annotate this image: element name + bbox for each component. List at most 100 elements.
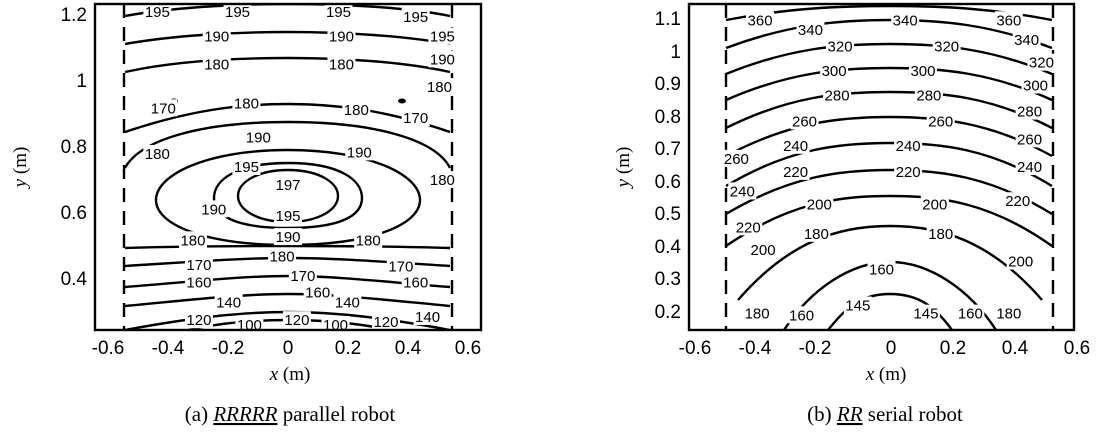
contour-level-label: 170 [403,110,428,127]
contour-level-label: 140 [216,294,241,311]
contour-level-label: 180 [928,226,953,243]
contour-level-label: 280 [916,87,941,104]
contour-level-label: 240 [730,183,755,200]
contour-label-background [891,11,920,29]
contour-label-background [867,260,896,278]
contour-label-background [820,61,849,79]
contour-level-label: 145 [913,306,938,323]
contour-level-label: 195 [234,159,259,176]
ytick-label-b: 0.5 [655,204,681,225]
contour-level-label: 240 [783,138,808,155]
contour-level-label: 220 [1005,193,1030,210]
contour-level-label: 120 [284,312,309,329]
contour-level-label: 160 [305,285,330,302]
contour-label-background [232,158,261,175]
contour-level-label: 180 [234,95,259,112]
contour-label-background [787,306,816,324]
contour-line [725,18,1053,50]
xtick-label-a: -0.2 [212,338,245,359]
contour-level-label: 190 [329,29,354,46]
contour-level-label: 280 [1017,104,1042,121]
contour-label-background [781,162,810,180]
contour-level-label: 195 [145,4,170,21]
xtick-label-b: -0.2 [799,338,832,359]
contour-level-label: 190 [430,51,455,68]
contour-label-background [223,3,252,21]
xtick-label-b: -0.6 [679,338,712,359]
contour-label-background [1027,53,1056,71]
contour-label-background [914,86,943,104]
contour-label-background [428,27,457,45]
caption-b: (b) RR serial robot [807,402,963,426]
contour-label-background [214,293,243,311]
ytick-label-a: 0.4 [61,269,88,290]
contour-label-background [932,37,961,55]
contour-level-label: 180 [344,102,369,119]
contour-label-background [274,175,302,193]
ytick-label-a: 1 [76,71,87,92]
contour-level-label: 170 [151,100,176,117]
contour-label-background [143,144,172,162]
contour-label-background [908,61,937,79]
contour-level-label: 100 [237,317,262,334]
contour-label-background [324,3,353,21]
contour-level-label: 320 [1029,55,1054,72]
contour-level-label: 160 [789,307,814,324]
contour-line [124,56,451,74]
contour-label-background [956,304,985,322]
contour-level-label: 200 [751,242,776,259]
contour-label-background [428,50,457,68]
xtick-label-a: 0.4 [395,338,422,359]
contour-label-background [149,99,178,117]
contour-label-background [143,3,172,21]
contour-level-label: 190 [246,130,271,147]
contour-level-label: 260 [724,151,749,168]
contour-level-label: 180 [329,56,354,73]
contour-level-label: 180 [996,306,1021,323]
contour-level-label: 180 [745,306,770,323]
contour-level-label: 340 [1014,32,1039,49]
contour-level-label: 195 [326,4,351,21]
contour-label-background [327,27,356,45]
contour-line [124,102,451,134]
contour-label-background [728,182,757,200]
contour-label-background [184,273,213,291]
contour-dot [398,98,406,104]
contour-label-background [178,231,207,249]
contour-label-background [894,162,923,180]
contour-level-label: 170 [388,258,413,275]
contour-label-background [805,195,834,213]
contour-level-label: 160 [403,275,428,292]
contour-label-background [843,296,872,314]
contour-level-label: 195 [225,4,250,21]
contour-line [725,194,1053,247]
contour-level-label: 240 [1017,159,1042,176]
contour-label-background [802,224,831,242]
contour-level-label: 260 [928,113,953,130]
xtick-label-b: 0.2 [940,338,966,359]
contour-level-label: 160 [869,262,894,279]
y-axis-label-a: y (m) [10,147,31,190]
contour-level-label: 180 [204,56,229,73]
contour-label-background [268,247,297,265]
contour-label-background [722,149,751,167]
contour-level-label: 300 [1023,78,1048,95]
contour-label-background [749,241,778,259]
contour-label-background [345,143,374,161]
contour-level-label: 180 [804,226,829,243]
contour-labels-b: 360 340 340 360 340 320 320 320 300 300 300 280 280 2… [722,11,1056,324]
contour-label-background [926,224,955,242]
contour-label-background [428,171,457,189]
contour-label-background [920,195,949,213]
contour-level-label: 260 [792,113,817,130]
contour-label-background [401,8,430,26]
panel-b: 1.1 1 0.9 0.8 0.7 0.6 0.5 0.4 0.3 0.2 y … [613,2,1090,426]
y-axis-label-b: y (m) [613,147,634,190]
ytick-label-b: 0.3 [655,269,681,290]
contour-line [124,4,451,18]
xtick-label-b: 0 [886,338,897,359]
contour-line [725,115,1053,158]
contour-level-label: 260 [1017,131,1042,148]
contour-level-label: 320 [828,38,853,55]
contour-label-background [386,257,415,275]
